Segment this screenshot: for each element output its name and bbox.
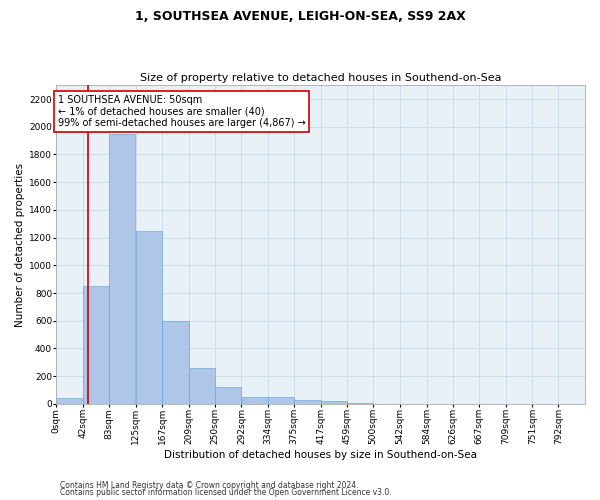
Text: 1 SOUTHSEA AVENUE: 50sqm
← 1% of detached houses are smaller (40)
99% of semi-de: 1 SOUTHSEA AVENUE: 50sqm ← 1% of detache… bbox=[58, 95, 305, 128]
X-axis label: Distribution of detached houses by size in Southend-on-Sea: Distribution of detached houses by size … bbox=[164, 450, 477, 460]
Title: Size of property relative to detached houses in Southend-on-Sea: Size of property relative to detached ho… bbox=[140, 73, 502, 83]
Text: 1, SOUTHSEA AVENUE, LEIGH-ON-SEA, SS9 2AX: 1, SOUTHSEA AVENUE, LEIGH-ON-SEA, SS9 2A… bbox=[134, 10, 466, 23]
Bar bbox=[83, 286, 109, 404]
Bar bbox=[321, 401, 347, 404]
Bar bbox=[242, 397, 268, 404]
Bar bbox=[294, 400, 320, 404]
Text: Contains public sector information licensed under the Open Government Licence v3: Contains public sector information licen… bbox=[60, 488, 392, 497]
Bar bbox=[268, 397, 294, 404]
Text: Contains HM Land Registry data © Crown copyright and database right 2024.: Contains HM Land Registry data © Crown c… bbox=[60, 480, 359, 490]
Bar bbox=[136, 230, 162, 404]
Bar bbox=[56, 398, 83, 404]
Bar bbox=[163, 321, 188, 404]
Bar bbox=[189, 368, 215, 404]
Bar bbox=[215, 388, 241, 404]
Bar bbox=[347, 403, 373, 404]
Bar bbox=[109, 134, 136, 404]
Y-axis label: Number of detached properties: Number of detached properties bbox=[15, 162, 25, 326]
